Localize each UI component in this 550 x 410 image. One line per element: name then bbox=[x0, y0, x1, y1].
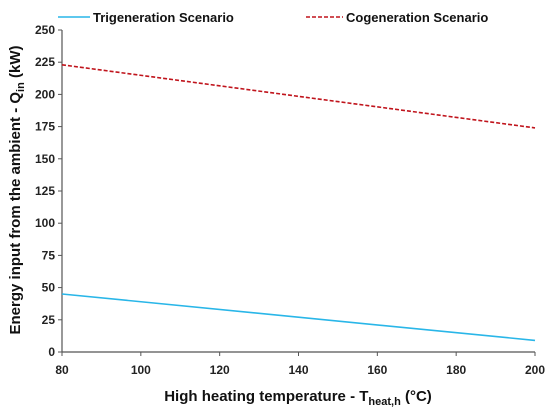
x-tick-label: 80 bbox=[55, 363, 69, 377]
x-tick-label: 100 bbox=[131, 363, 151, 377]
y-tick-label: 125 bbox=[35, 184, 55, 198]
x-tick-label: 140 bbox=[288, 363, 308, 377]
y-tick-label: 250 bbox=[35, 23, 55, 37]
y-tick-label: 100 bbox=[35, 216, 55, 230]
x-tick-label: 200 bbox=[525, 363, 545, 377]
y-tick-label: 25 bbox=[42, 313, 56, 327]
x-axis-ticks: 80 100 120 140 160 180 200 bbox=[55, 352, 545, 377]
y-axis-ticks: 0 25 50 75 100 125 150 175 200 225 250 bbox=[35, 23, 62, 359]
y-tick-label: 0 bbox=[48, 345, 55, 359]
x-tick-label: 160 bbox=[367, 363, 387, 377]
legend-label-cogeneration: Cogeneration Scenario bbox=[346, 10, 488, 25]
x-axis-title: High heating temperature - Theat,h (°C) bbox=[164, 388, 432, 408]
y-tick-label: 150 bbox=[35, 152, 55, 166]
y-axis-title: Energy input from the ambient - Qin (kW) bbox=[7, 46, 27, 335]
y-tick-label: 50 bbox=[42, 281, 56, 295]
y-tick-label: 200 bbox=[35, 87, 55, 101]
y-tick-label: 225 bbox=[35, 55, 55, 69]
series-lines bbox=[61, 64, 536, 342]
legend: Trigeneration Scenario Cogeneration Scen… bbox=[58, 10, 488, 25]
legend-label-trigeneration: Trigeneration Scenario bbox=[93, 10, 234, 25]
x-tick-label: 120 bbox=[210, 363, 230, 377]
y-tick-label: 175 bbox=[35, 120, 55, 134]
y-tick-label: 75 bbox=[42, 248, 56, 262]
series-line-trigeneration bbox=[61, 293, 536, 342]
series-line-cogeneration bbox=[61, 64, 536, 129]
x-tick-label: 180 bbox=[446, 363, 466, 377]
